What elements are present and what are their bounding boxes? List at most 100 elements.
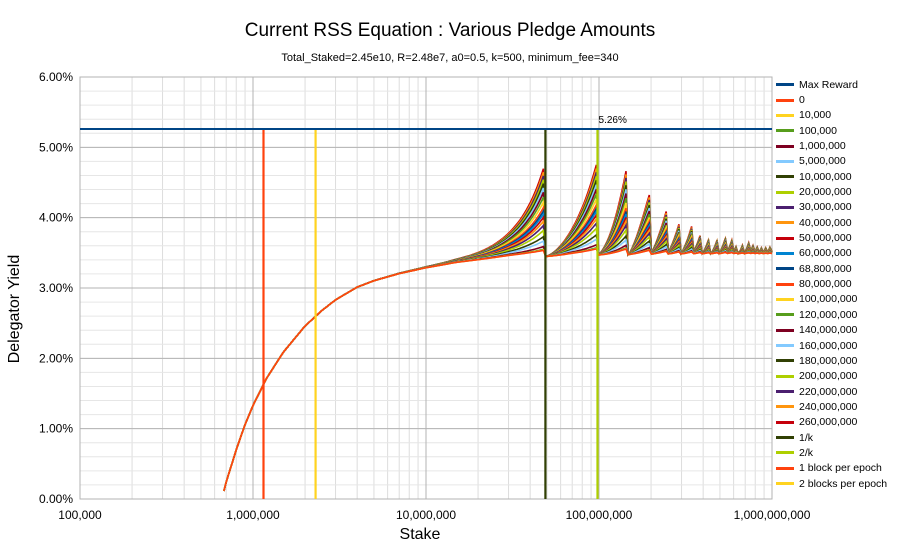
legend-swatch: [776, 328, 794, 332]
legend-item: 120,000,000: [776, 307, 900, 322]
series-line-10-000-000: [223, 233, 773, 492]
legend-label: 140,000,000: [799, 324, 858, 337]
legend-label: 40,000,000: [799, 216, 852, 229]
legend-swatch: [776, 313, 794, 317]
legend-item: 220,000,000: [776, 384, 900, 399]
legend-swatch: [776, 390, 794, 394]
legend-label: 0: [799, 94, 805, 107]
series-line-1-000-000: [223, 243, 773, 492]
chart-title: Current RSS Equation : Various Pledge Am…: [244, 20, 656, 41]
series-line-180-000-000: [223, 180, 773, 492]
legend-item: 100,000,000: [776, 292, 900, 307]
legend-swatch: [776, 221, 794, 225]
legend-item: 1,000,000: [776, 138, 900, 153]
legend-label: 1,000,000: [799, 140, 846, 153]
legend-item: 2 blocks per epoch: [776, 476, 900, 491]
legend-swatch: [776, 359, 794, 363]
legend-swatch: [776, 144, 794, 148]
legend-swatch: [776, 451, 794, 455]
legend-label: 1 block per epoch: [799, 462, 882, 475]
series-line-10-000: [223, 247, 773, 492]
legend-swatch: [776, 251, 794, 255]
legend-label: 10,000: [799, 109, 832, 122]
legend-label: 100,000,000: [799, 293, 858, 306]
x-tick-label: 100,000: [58, 508, 102, 522]
x-tick-label: 1,000,000,000: [734, 508, 811, 522]
legend-item: 50,000,000: [776, 230, 900, 245]
legend-label: 2/k: [799, 446, 814, 459]
legend-swatch: [776, 129, 794, 133]
legend-item: 68,800,000: [776, 261, 900, 276]
legend-label: 220,000,000: [799, 385, 858, 398]
legend-item: 1/k: [776, 430, 900, 445]
legend-swatch: [776, 297, 794, 301]
legend-swatch: [776, 113, 794, 117]
y-tick-label: 6.00%: [39, 70, 73, 84]
legend-swatch: [776, 374, 794, 378]
legend-item: 100,000: [776, 123, 900, 138]
legend-label: 160,000,000: [799, 339, 858, 352]
legend-swatch: [776, 267, 794, 271]
y-tick-label: 3.00%: [39, 281, 73, 295]
legend-label: 30,000,000: [799, 201, 852, 214]
legend-item: Max Reward: [776, 77, 900, 92]
legend-item: 140,000,000: [776, 323, 900, 338]
legend-swatch: [776, 159, 794, 163]
x-tick-label: 1,000,000: [226, 508, 280, 522]
legend-label: 100,000: [799, 124, 837, 137]
legend-item: 1 block per epoch: [776, 461, 900, 476]
legend-item: 260,000,000: [776, 415, 900, 430]
x-axis-label: Stake: [399, 526, 441, 543]
plot-area-border: [79, 76, 773, 500]
legend: Max Reward 0 10,000 100,000 1,000,000 5,000,0…: [776, 77, 900, 491]
chart-subtitle: Total_Staked=2.45e10, R=2.48e7, a0=0.5, …: [281, 52, 619, 64]
x-tick-label: 100,000,000: [566, 508, 633, 522]
legend-item: 10,000: [776, 108, 900, 123]
legend-label: 10,000,000: [799, 170, 852, 183]
legend-item: 200,000,000: [776, 369, 900, 384]
legend-swatch: [776, 482, 794, 486]
legend-label: 20,000,000: [799, 186, 852, 199]
legend-swatch: [776, 405, 794, 409]
y-tick-label: 0.00%: [39, 492, 73, 506]
series-line-0: [223, 247, 773, 492]
legend-label: 1/k: [799, 431, 814, 444]
legend-label: 240,000,000: [799, 400, 858, 413]
y-axis-label: Delegator Yield: [6, 254, 23, 364]
legend-label: 50,000,000: [799, 232, 852, 245]
legend-item: 2/k: [776, 445, 900, 460]
legend-label: 180,000,000: [799, 354, 858, 367]
y-tick-label: 5.00%: [39, 140, 73, 154]
legend-swatch: [776, 175, 794, 179]
legend-item: 0: [776, 92, 900, 107]
legend-swatch: [776, 466, 794, 470]
legend-swatch: [776, 344, 794, 348]
legend-item: 60,000,000: [776, 246, 900, 261]
series-line-100-000: [223, 246, 773, 492]
series-line-20-000-000: [223, 226, 773, 492]
legend-item: 30,000,000: [776, 200, 900, 215]
legend-item: 20,000,000: [776, 184, 900, 199]
legend-label: 120,000,000: [799, 308, 858, 321]
legend-swatch: [776, 236, 794, 240]
legend-label: 60,000,000: [799, 247, 852, 260]
legend-swatch: [776, 98, 794, 102]
legend-item: 240,000,000: [776, 399, 900, 414]
y-tick-label: 2.00%: [39, 351, 73, 365]
legend-swatch: [776, 205, 794, 209]
legend-item: 5,000,000: [776, 154, 900, 169]
x-tick-label: 10,000,000: [396, 508, 456, 522]
y-tick-label: 1.00%: [39, 422, 73, 436]
legend-swatch: [776, 190, 794, 194]
legend-label: 260,000,000: [799, 416, 858, 429]
max-reward-data-label: 5.26%: [599, 115, 627, 126]
legend-swatch: [776, 83, 794, 87]
legend-swatch: [776, 420, 794, 424]
y-tick-label: 4.00%: [39, 211, 73, 225]
legend-label: 200,000,000: [799, 370, 858, 383]
legend-label: Max Reward: [799, 78, 858, 91]
legend-item: 160,000,000: [776, 338, 900, 353]
legend-item: 10,000,000: [776, 169, 900, 184]
legend-label: 5,000,000: [799, 155, 846, 168]
